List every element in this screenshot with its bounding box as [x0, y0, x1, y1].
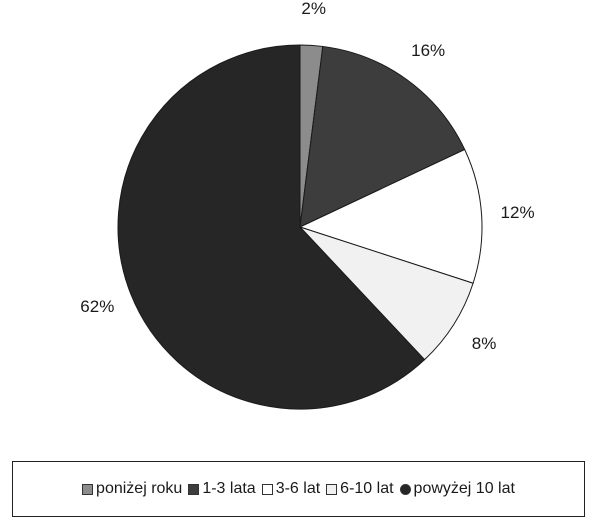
legend-item: 1-3 lata [188, 480, 256, 498]
legend-label: poniżej roku [96, 480, 183, 497]
slice-data-label: 2% [301, 0, 326, 19]
pie-slice [298, 148, 483, 284]
legend-label: 6-10 lat [340, 480, 394, 497]
slice-data-label: 8% [471, 333, 497, 353]
slice-data-label: 62% [80, 297, 115, 317]
pie-plot-area [117, 44, 483, 410]
legend-item: 3-6 lat [261, 480, 321, 498]
pie-slice [117, 44, 426, 410]
legend-item: poniżej roku [82, 480, 182, 498]
legend-swatch-icon [188, 483, 200, 495]
pie-slice [299, 45, 466, 228]
slice-data-label: 16% [411, 40, 446, 60]
legend-label: powyżej 10 lat [413, 480, 515, 497]
legend-label: 3-6 lat [275, 480, 321, 497]
legend-item: 6-10 lat [326, 480, 394, 498]
legend-label: 1-3 lata [202, 480, 256, 497]
slice-data-label: 12% [500, 203, 535, 223]
legend-swatch-icon [82, 483, 94, 495]
legend: poniżej roku 1-3 lata 3-6 lat 6-10 lat p… [12, 461, 585, 517]
legend-swatch-icon [326, 483, 338, 495]
legend-item: powyżej 10 lat [399, 480, 515, 498]
legend-swatch-icon [399, 483, 411, 495]
legend-swatch-icon [261, 483, 273, 495]
pie-slice [299, 226, 474, 361]
